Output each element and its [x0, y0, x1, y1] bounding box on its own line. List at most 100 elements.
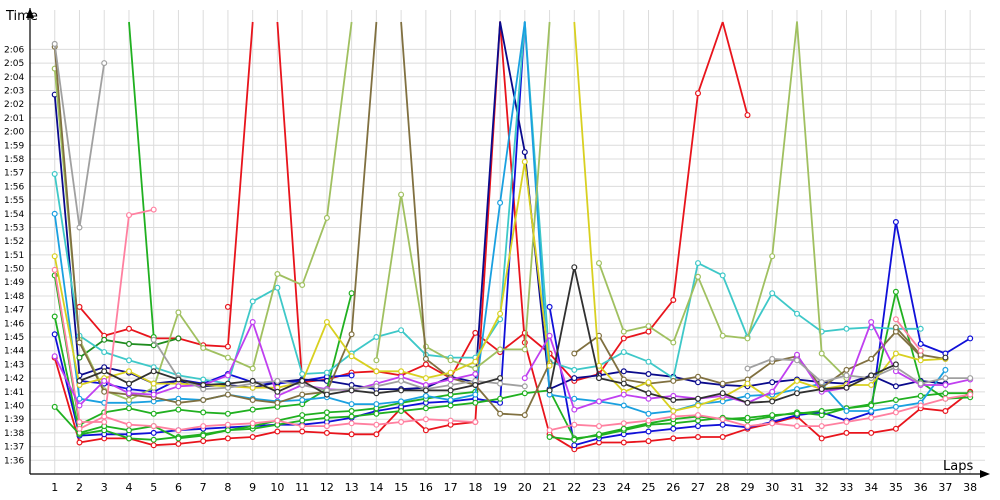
- data-point: [620, 335, 627, 342]
- data-point: [694, 379, 701, 386]
- data-point: [868, 414, 875, 421]
- y-tick-label: 2:02: [4, 100, 24, 110]
- data-point: [967, 375, 974, 382]
- data-point: [595, 423, 602, 430]
- x-tick-label: 18: [468, 481, 482, 494]
- data-point: [422, 392, 429, 399]
- plot-area: [51, 21, 974, 453]
- x-tick-label: 5: [150, 481, 157, 494]
- x-tick-label: 1: [51, 481, 58, 494]
- x-tick-label: 29: [740, 481, 754, 494]
- data-point: [744, 414, 751, 421]
- data-point: [150, 436, 157, 443]
- y-tick-label: 2:04: [4, 73, 24, 83]
- data-point: [125, 427, 132, 434]
- x-tick-label: 4: [125, 481, 132, 494]
- data-point: [447, 402, 454, 409]
- data-point: [150, 429, 157, 436]
- data-point: [150, 206, 157, 213]
- data-point: [497, 199, 504, 206]
- series-segment: [78, 21, 254, 348]
- data-point: [249, 406, 256, 413]
- data-point: [942, 375, 949, 382]
- data-point: [645, 395, 652, 402]
- data-point: [274, 284, 281, 291]
- series-segment: [53, 316, 476, 440]
- data-point: [620, 420, 627, 427]
- data-point: [645, 358, 652, 365]
- data-point: [51, 171, 58, 178]
- data-point: [967, 391, 974, 398]
- data-point: [892, 397, 899, 404]
- data-point: [917, 340, 924, 347]
- data-point: [843, 384, 850, 391]
- y-tick-label: 1:46: [4, 319, 24, 329]
- data-point: [917, 325, 924, 332]
- y-tick-label: 2:06: [4, 45, 24, 55]
- data-point: [793, 410, 800, 417]
- data-point: [670, 397, 677, 404]
- data-point: [299, 428, 306, 435]
- data-point: [645, 410, 652, 417]
- data-point: [224, 410, 231, 417]
- series-segment: [895, 318, 922, 352]
- data-point: [942, 408, 949, 415]
- data-point: [719, 421, 726, 428]
- data-point: [620, 328, 627, 335]
- series-segment: [549, 290, 971, 441]
- data-point: [274, 417, 281, 424]
- data-point: [843, 429, 850, 436]
- data-point: [224, 435, 231, 442]
- data-point: [323, 391, 330, 398]
- data-point: [793, 423, 800, 430]
- data-point: [472, 329, 479, 336]
- data-point: [299, 397, 306, 404]
- data-point: [645, 438, 652, 445]
- data-point: [323, 369, 330, 376]
- x-tick-label: 10: [270, 481, 284, 494]
- y-axis-title: Time: [5, 9, 38, 24]
- y-tick-labels: 1:36 1:37 1:38 1:39 1:40 1:41 1:42 1:43 1:44 1:45…: [4, 45, 24, 466]
- x-tick-label: 15: [394, 481, 408, 494]
- data-point: [175, 383, 182, 390]
- data-point: [942, 390, 949, 397]
- data-point: [670, 377, 677, 384]
- data-point: [472, 358, 479, 365]
- data-point: [571, 350, 578, 357]
- data-point: [175, 335, 182, 342]
- data-point: [348, 331, 355, 338]
- data-point: [571, 436, 578, 443]
- data-point: [620, 380, 627, 387]
- data-point: [917, 392, 924, 399]
- data-point: [175, 309, 182, 316]
- series-segment: [375, 21, 551, 370]
- data-point: [373, 383, 380, 390]
- data-point: [793, 377, 800, 384]
- data-point: [546, 427, 553, 434]
- data-point: [249, 434, 256, 441]
- x-tick-label: 20: [518, 481, 532, 494]
- series-segment: [573, 21, 946, 412]
- series-line: [76, 391, 974, 434]
- data-point: [645, 379, 652, 386]
- data-point: [373, 368, 380, 375]
- data-point: [521, 383, 528, 390]
- data-point: [892, 288, 899, 295]
- data-point: [497, 380, 504, 387]
- data-point: [843, 419, 850, 426]
- y-tick-label: 1:47: [4, 306, 24, 316]
- data-point: [150, 336, 157, 343]
- y-tick-label: 1:54: [4, 210, 24, 220]
- data-point: [818, 423, 825, 430]
- data-point: [694, 434, 701, 441]
- data-point: [620, 349, 627, 356]
- data-point: [620, 439, 627, 446]
- data-point: [571, 375, 578, 382]
- data-point: [744, 112, 751, 119]
- data-point: [373, 431, 380, 438]
- data-point: [670, 425, 677, 432]
- data-point: [348, 372, 355, 379]
- y-tick-label: 1:56: [4, 182, 24, 192]
- series-line: [942, 354, 949, 361]
- series-line: [892, 316, 924, 354]
